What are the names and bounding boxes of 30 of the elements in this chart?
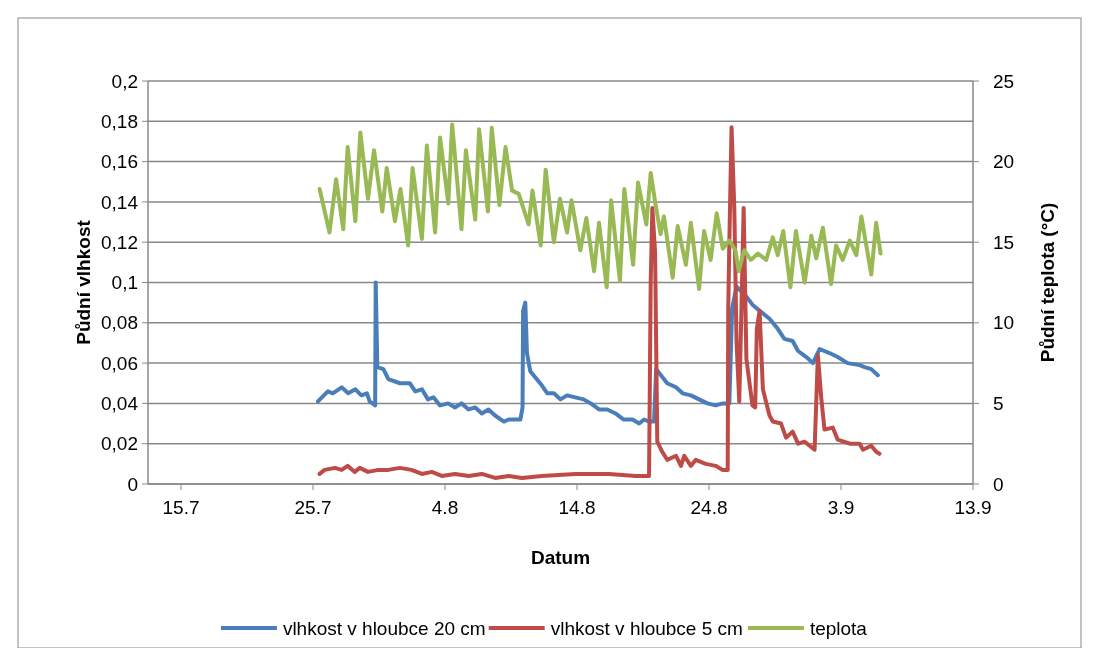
x-tick-label: 14.8 <box>558 497 596 518</box>
y-tick-label: 0,12 <box>101 231 138 253</box>
y-tick-label: 0,06 <box>101 352 138 374</box>
legend-label: vlhkost v hloubce 5 cm <box>550 618 743 639</box>
y-tick-label: 0 <box>127 473 138 495</box>
y2-tick-label: 20 <box>993 151 1015 173</box>
y2-tick-label: 25 <box>993 70 1015 92</box>
y-tick-label: 0,08 <box>101 312 138 334</box>
y-tick-label: 0,02 <box>101 433 138 455</box>
y-tick-label: 0,2 <box>111 70 138 92</box>
x-axis-title: Datum <box>530 547 591 568</box>
x-tick-label: 24.8 <box>690 497 728 518</box>
y-tick-label: 0,14 <box>101 191 139 213</box>
x-tick-label: 13.9 <box>954 497 992 518</box>
y2-tick-label: 15 <box>993 231 1015 253</box>
y-tick-label: 0,1 <box>111 272 138 294</box>
legend-label: teplota <box>809 618 868 639</box>
y-tick-label: 0,18 <box>101 110 138 132</box>
x-tick-label: 15.7 <box>162 497 200 518</box>
x-tick-label: 3.9 <box>827 497 855 518</box>
y2-tick-label: 10 <box>993 312 1015 334</box>
y-tick-label: 0,16 <box>101 151 138 173</box>
y2-tick-label: 5 <box>993 393 1004 415</box>
x-tick-label: 25.7 <box>294 497 332 518</box>
y2-axis-title: Půdní teplota (°C) <box>1037 202 1058 363</box>
x-tick-label: 4.8 <box>431 497 459 518</box>
y2-tick-label: 0 <box>993 473 1004 495</box>
y-tick-label: 0,04 <box>101 393 139 415</box>
y-axis-title: Půdní vlhkost <box>73 219 94 345</box>
legend-label: vlhkost v hloubce 20 cm <box>282 618 486 639</box>
